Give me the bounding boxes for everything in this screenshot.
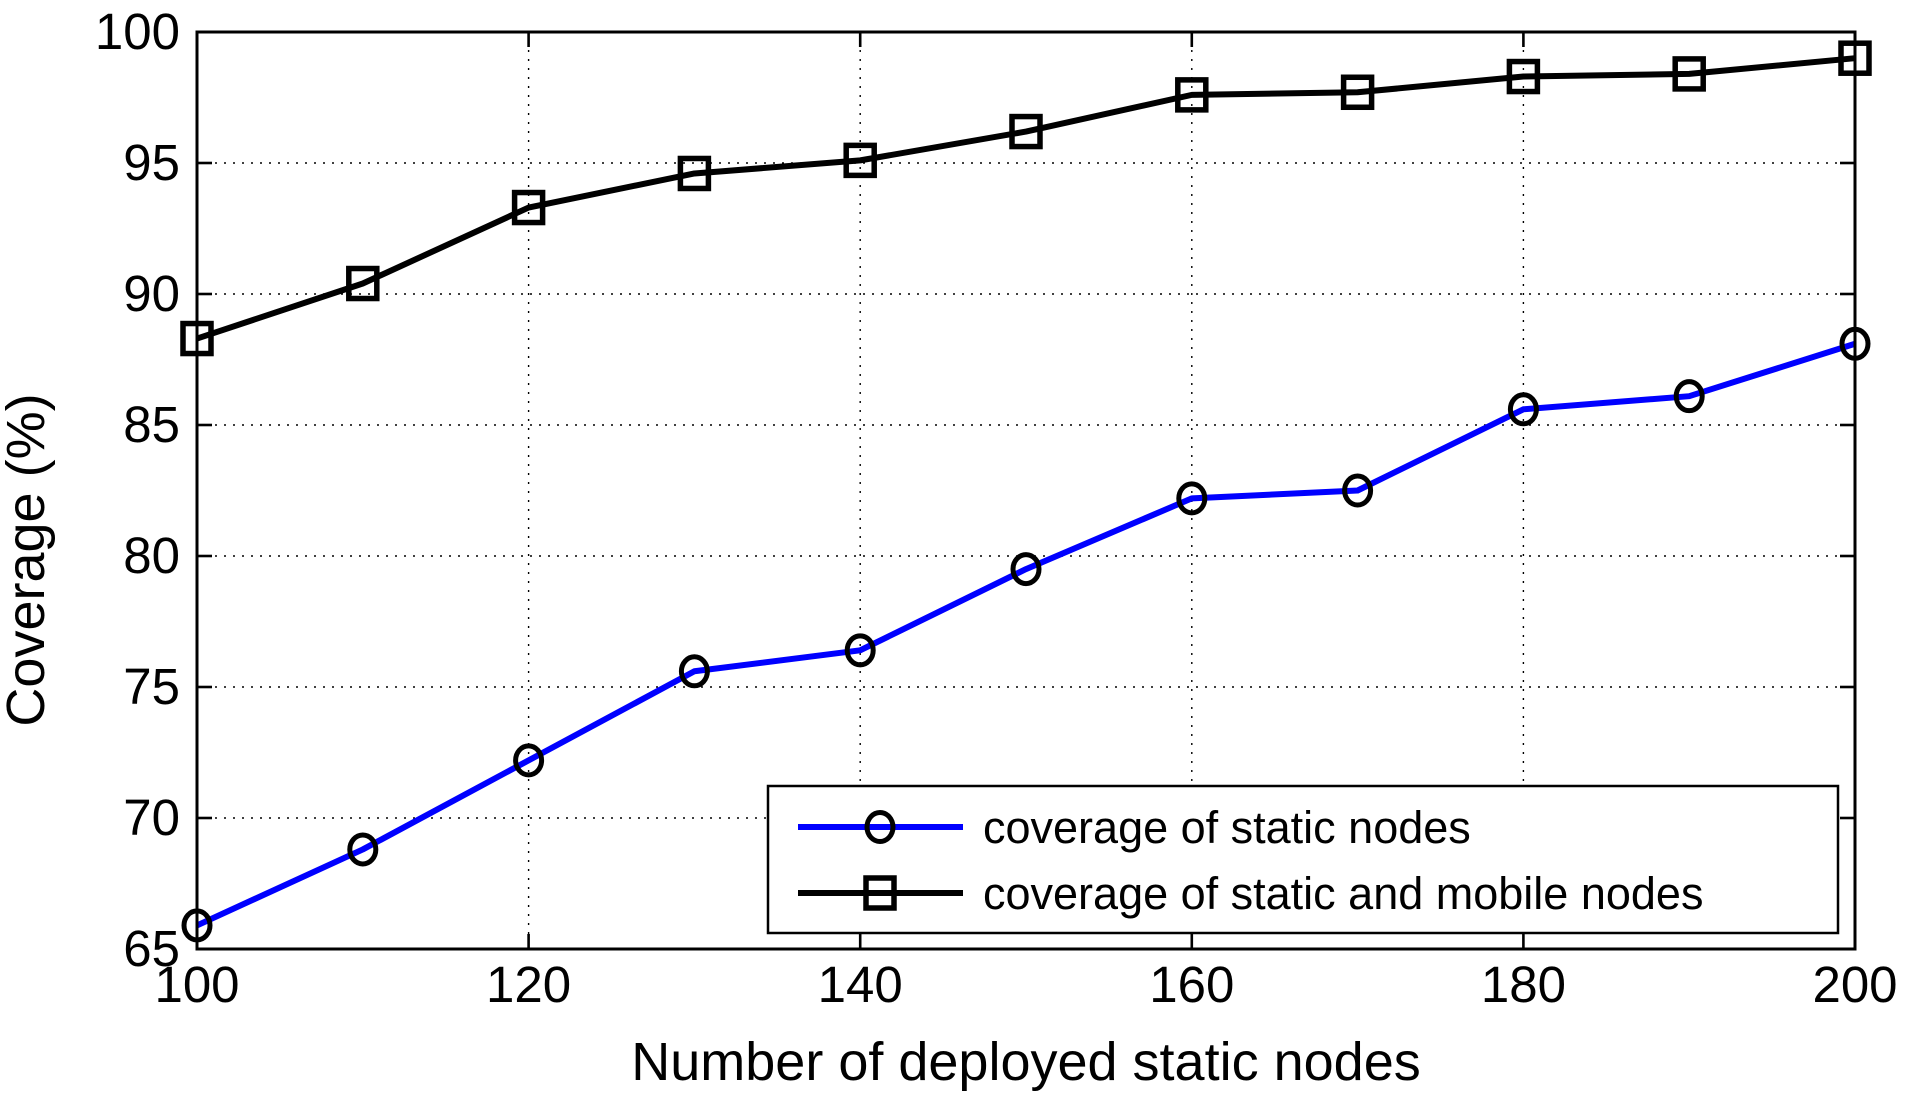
axis-layer	[195, 30, 1857, 951]
y-tick-label: 70	[123, 789, 180, 846]
y-tick-label: 95	[123, 134, 180, 191]
square-marker	[1175, 77, 1209, 113]
square-marker	[1506, 58, 1541, 95]
x-tick-label: 160	[1149, 956, 1234, 1013]
plot-border	[195, 30, 1857, 951]
x-tick-label: 100	[154, 956, 239, 1013]
square-marker	[1009, 113, 1043, 150]
circle-marker	[347, 832, 379, 867]
circle-marker	[513, 743, 545, 778]
y-tick-label: 65	[123, 920, 180, 977]
tick-label-layer: 100 120 140 160 180 200 65 70 75 80 85 90 95 100	[95, 3, 1898, 1013]
square-marker	[1672, 56, 1706, 92]
y-tick-label: 75	[123, 658, 180, 715]
legend: coverage of static nodes coverage of stat…	[766, 784, 1840, 935]
y-axis-label: Coverage (%)	[0, 393, 56, 726]
square-marker	[511, 189, 546, 226]
square-marker	[843, 142, 877, 179]
circle-marker	[844, 633, 876, 668]
y-tick-label: 85	[123, 396, 180, 453]
legend-square-marker	[863, 875, 897, 911]
square-marker	[677, 155, 712, 192]
circle-marker	[1176, 481, 1208, 516]
legend-label: coverage of static and mobile nodes	[983, 868, 1703, 919]
circle-marker	[678, 654, 710, 689]
legend-entry-static-mobile: coverage of static and mobile nodes	[798, 868, 1703, 919]
series-line-static	[195, 340, 1856, 929]
legend-label: coverage of static nodes	[983, 802, 1471, 853]
legend-circle-marker	[864, 810, 896, 844]
circle-marker	[1673, 379, 1705, 414]
x-axis-label: Number of deployed static nodes	[631, 1032, 1420, 1092]
square-marker	[1340, 74, 1375, 111]
y-tick-label: 90	[123, 265, 180, 322]
y-tick-label: 80	[123, 527, 180, 584]
x-tick-label: 180	[1481, 956, 1566, 1013]
legend-box	[766, 784, 1840, 935]
y-tick-label: 100	[95, 3, 180, 60]
x-tick-label: 140	[818, 956, 903, 1013]
circle-marker	[1342, 473, 1374, 508]
circle-marker	[1010, 552, 1042, 587]
legend-entry-static: coverage of static nodes	[798, 802, 1471, 853]
square-marker	[346, 265, 380, 302]
series-line-static-mobile	[196, 55, 1856, 342]
x-tick-label: 120	[486, 956, 571, 1013]
x-tick-label: 200	[1812, 956, 1897, 1013]
circle-marker	[1507, 392, 1539, 427]
series-layer	[180, 40, 1872, 943]
